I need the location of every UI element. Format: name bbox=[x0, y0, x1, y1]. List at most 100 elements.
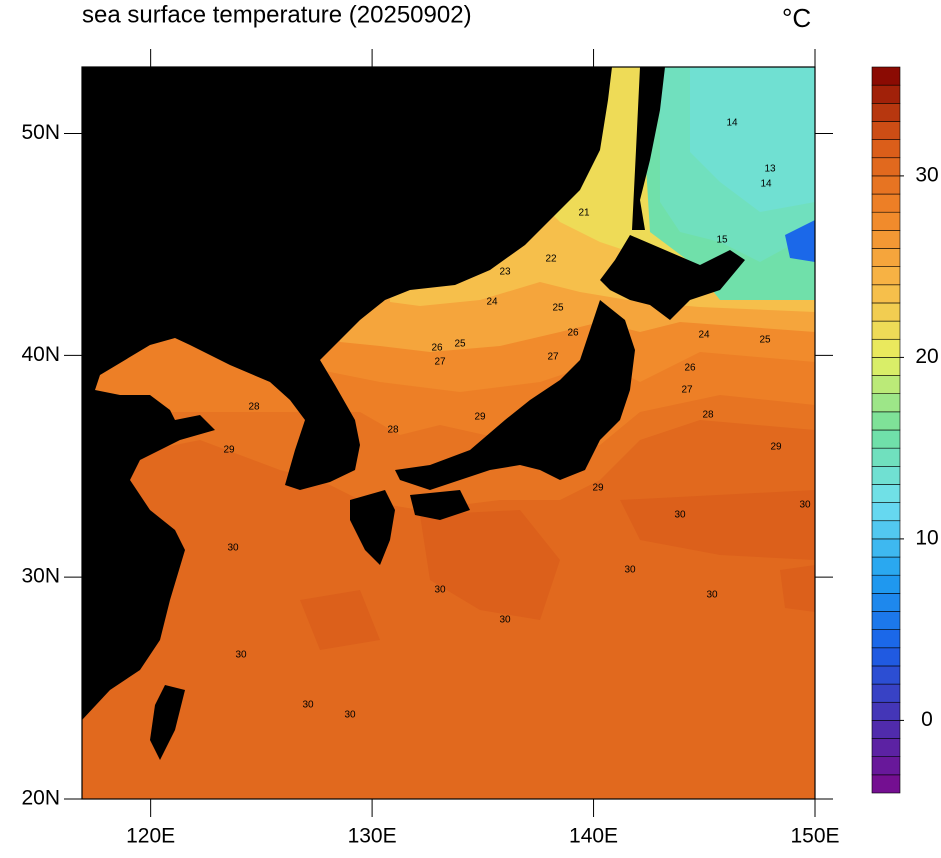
contour-label: 29 bbox=[770, 442, 782, 453]
contour-label: 30 bbox=[499, 615, 511, 626]
colorbar-tick-label: 30 bbox=[915, 163, 938, 186]
contour-label: 30 bbox=[434, 585, 446, 596]
colorbar-box bbox=[871, 175, 901, 195]
contour-label: 25 bbox=[454, 339, 466, 350]
colorbar-box bbox=[871, 520, 901, 540]
contour-label: 29 bbox=[223, 445, 235, 456]
colorbar-box bbox=[871, 611, 901, 630]
colorbar-box bbox=[871, 66, 901, 86]
colorbar-tick-label: 10 bbox=[915, 526, 938, 549]
colorbar-box bbox=[871, 629, 901, 649]
contour-label: 25 bbox=[759, 335, 771, 346]
colorbar-box bbox=[871, 139, 901, 159]
x-tick-label: 150E bbox=[790, 825, 839, 848]
contour-label: 30 bbox=[674, 510, 686, 521]
contour-label: 28 bbox=[248, 402, 260, 413]
colorbar-box bbox=[871, 230, 901, 249]
colorbar-box bbox=[871, 756, 901, 776]
colorbar-box bbox=[871, 502, 901, 522]
colorbar-box bbox=[871, 84, 901, 104]
land bbox=[82, 67, 612, 720]
contour-label: 14 bbox=[726, 118, 738, 129]
contour-label: 26 bbox=[567, 328, 579, 339]
contour-label: 25 bbox=[552, 303, 564, 314]
warm-patch bbox=[300, 590, 380, 650]
contour-label: 23 bbox=[499, 267, 511, 278]
y-tick-label: 40N bbox=[21, 343, 60, 366]
map-frame bbox=[81, 66, 816, 800]
contour-label: 30 bbox=[706, 590, 718, 601]
contour-label: 24 bbox=[486, 297, 498, 308]
colorbar-box bbox=[871, 157, 901, 177]
land bbox=[632, 67, 665, 230]
colorbar-box bbox=[871, 393, 901, 413]
colorbar-box bbox=[871, 121, 901, 140]
colorbar-box bbox=[871, 556, 901, 576]
unit-label: °C bbox=[782, 3, 811, 33]
colorbar-box bbox=[871, 574, 901, 594]
colorbar-box bbox=[871, 193, 901, 213]
x-tick-label: 120E bbox=[126, 825, 175, 848]
cold-patch bbox=[785, 220, 815, 262]
colorbar-box bbox=[871, 484, 901, 503]
contour-label: 27 bbox=[434, 357, 446, 368]
colorbar-box bbox=[871, 465, 901, 485]
land-layer bbox=[82, 67, 745, 760]
warm-patch bbox=[620, 490, 815, 560]
colorbar-box bbox=[871, 665, 901, 685]
colorbar-box bbox=[871, 411, 901, 431]
sea-region bbox=[690, 67, 815, 212]
colorbar-box bbox=[871, 647, 901, 667]
contour-label: 27 bbox=[681, 385, 693, 396]
colorbar-tick-label: 0 bbox=[921, 708, 933, 731]
colorbar-box bbox=[871, 284, 901, 304]
contour-label-layer: 30 30 30 30 30 30 30 30 30 30 29 29 29 29 28 28 28 27 27 27… bbox=[223, 118, 811, 721]
y-tick-label: 50N bbox=[21, 121, 60, 144]
y-tick-label: 30N bbox=[21, 565, 60, 588]
colorbar-box bbox=[871, 320, 901, 340]
colorbar-tick-label: 20 bbox=[915, 345, 938, 368]
contour-label: 14 bbox=[760, 179, 772, 190]
colorbar-box bbox=[871, 429, 901, 449]
land bbox=[350, 490, 395, 565]
contour-label: 30 bbox=[227, 543, 239, 554]
contour-label: 30 bbox=[302, 700, 314, 711]
colorbar-box bbox=[871, 302, 901, 322]
contour-label: 26 bbox=[431, 343, 443, 354]
contour-label: 26 bbox=[684, 363, 696, 374]
colorbar-box bbox=[871, 338, 901, 358]
x-tick-label: 140E bbox=[569, 825, 618, 848]
warm-patch bbox=[420, 510, 560, 620]
contour-label: 30 bbox=[799, 500, 811, 511]
contour-label: 30 bbox=[235, 650, 247, 661]
colorbar-box bbox=[871, 738, 901, 757]
land bbox=[600, 235, 745, 320]
colorbar-box bbox=[871, 211, 901, 231]
contour-label: 22 bbox=[545, 254, 557, 265]
contour-label: 27 bbox=[547, 352, 559, 363]
colorbar-box bbox=[871, 720, 901, 739]
contour-label: 15 bbox=[716, 235, 728, 246]
contour-label: 28 bbox=[387, 425, 399, 436]
land bbox=[395, 300, 635, 490]
colorbar-box bbox=[871, 357, 901, 376]
colorbar-box bbox=[871, 447, 901, 467]
contour-label: 29 bbox=[474, 412, 486, 423]
colorbar-box bbox=[871, 593, 901, 612]
land bbox=[410, 490, 470, 520]
contour-label: 30 bbox=[344, 710, 356, 721]
warm-patch bbox=[780, 565, 815, 612]
colorbar-box bbox=[871, 774, 901, 794]
colorbar-box bbox=[871, 701, 901, 721]
contour-label: 30 bbox=[624, 565, 636, 576]
contour-label: 13 bbox=[764, 164, 776, 175]
colorbar-box bbox=[871, 375, 901, 394]
land bbox=[150, 685, 185, 760]
y-tick-label: 20N bbox=[21, 787, 60, 810]
colorbar-box bbox=[871, 103, 901, 122]
contour-label: 24 bbox=[698, 330, 710, 341]
contour-label: 21 bbox=[578, 208, 590, 219]
map-title: sea surface temperature (20250902) bbox=[82, 1, 472, 28]
x-tick-label: 130E bbox=[348, 825, 397, 848]
contour-label: 28 bbox=[702, 410, 714, 421]
